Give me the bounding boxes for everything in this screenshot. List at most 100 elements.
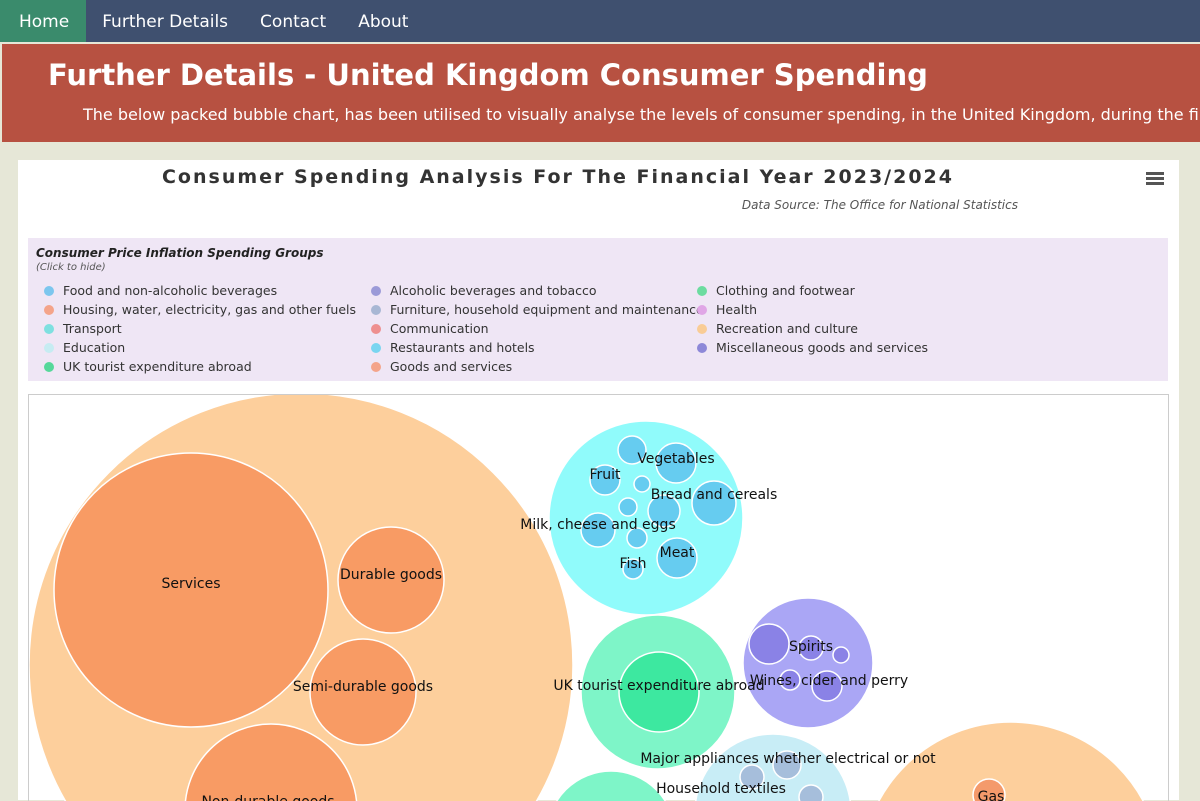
legend-hint: (Click to hide) — [36, 262, 106, 273]
bubble-label: Household textiles — [656, 781, 786, 797]
page-title: Further Details - United Kingdom Consume… — [48, 58, 928, 92]
legend-label: Restaurants and hotels — [390, 340, 535, 355]
legend-label: Education — [63, 340, 126, 355]
legend-label: Alcoholic beverages and tobacco — [390, 283, 597, 298]
bubble[interactable] — [617, 435, 647, 465]
bubble-label: UK tourist expenditure abroad — [553, 678, 764, 694]
bubble[interactable] — [748, 623, 790, 665]
legend-label: Furniture, household equipment and maint… — [390, 302, 704, 317]
legend-swatch — [697, 343, 707, 353]
legend-swatch — [371, 343, 381, 353]
bubble[interactable] — [655, 442, 697, 484]
bubble[interactable] — [811, 670, 843, 702]
legend-swatch — [44, 362, 54, 372]
bubble-label: Meat — [660, 545, 695, 561]
bubble[interactable] — [547, 770, 675, 801]
legend-swatch — [44, 286, 54, 296]
bubble[interactable] — [972, 778, 1006, 801]
bubble[interactable] — [772, 750, 802, 780]
legend-label: Goods and services — [390, 359, 513, 374]
bubble[interactable] — [618, 497, 638, 517]
legend-swatch — [44, 343, 54, 353]
legend-swatch — [44, 324, 54, 334]
legend-item[interactable]: Alcoholic beverages and tobacco — [371, 283, 597, 298]
legend-label: Recreation and culture — [716, 321, 858, 336]
chart-title: Consumer Spending Analysis For The Finan… — [161, 166, 954, 188]
legend-item[interactable]: Communication — [371, 321, 489, 336]
bubble-label: Vegetables — [637, 451, 714, 467]
bubble-label: Services — [161, 576, 220, 592]
nav-bar: Home Further Details Contact About — [0, 0, 1200, 42]
legend-label: Transport — [63, 321, 122, 336]
header: Further Details - United Kingdom Consume… — [2, 44, 1200, 142]
legend-label: Health — [716, 302, 758, 317]
legend-swatch — [44, 305, 54, 315]
bubble[interactable] — [618, 651, 700, 733]
bubble-chart: Services Durable goods Semi-durable good… — [29, 395, 1161, 801]
nav-item[interactable]: Home — [0, 0, 87, 42]
chart-menu[interactable] — [1146, 172, 1164, 186]
legend-swatch — [697, 305, 707, 315]
chart-panel: Consumer Spending Analysis For The Finan… — [18, 160, 1179, 801]
nav-item[interactable]: Further Details — [102, 12, 229, 32]
legend-item[interactable]: Furniture, household equipment and maint… — [371, 302, 704, 317]
bubble[interactable] — [739, 764, 765, 790]
bubble[interactable] — [633, 475, 651, 493]
legend-label: Communication — [390, 321, 489, 336]
bubble[interactable] — [309, 638, 417, 746]
chart-source: Data Source: The Office for National Sta… — [741, 198, 1018, 212]
bubble-label: Wines, cider and perry — [750, 673, 908, 689]
bubble[interactable] — [798, 784, 824, 801]
legend-item[interactable]: UK tourist expenditure abroad — [44, 359, 252, 374]
legend-label: Housing, water, electricity, gas and oth… — [63, 302, 356, 317]
legend-item[interactable]: Food and non-alcoholic beverages — [44, 283, 277, 298]
bubble-label: Durable goods — [340, 567, 442, 583]
legend-swatch — [697, 286, 707, 296]
bubble[interactable] — [861, 721, 1161, 801]
legend-label: Food and non-alcoholic beverages — [63, 283, 278, 298]
legend-item[interactable]: Transport — [44, 321, 122, 336]
legend-item[interactable]: Goods and services — [371, 359, 512, 374]
bubble[interactable] — [184, 723, 358, 801]
bubble[interactable] — [691, 480, 737, 526]
bubble[interactable] — [580, 512, 616, 548]
legend-label: UK tourist expenditure abroad — [63, 359, 252, 374]
bubble-label: Milk, cheese and eggs — [520, 517, 676, 533]
legend-item[interactable]: Education — [44, 340, 125, 355]
nav-item[interactable]: About — [358, 12, 409, 32]
bubble-label: Spirits — [789, 639, 833, 655]
plot-area: Services Durable goods Semi-durable good… — [28, 394, 1169, 801]
legend-item[interactable]: Miscellaneous goods and services — [697, 340, 928, 355]
bubble[interactable] — [622, 558, 644, 580]
bubble-label: Fruit — [589, 467, 621, 483]
bubble[interactable] — [798, 635, 824, 661]
legend-label: Miscellaneous goods and services — [716, 340, 929, 355]
nav-item[interactable]: Contact — [260, 12, 327, 32]
legend-item[interactable]: Restaurants and hotels — [371, 340, 535, 355]
legend-item[interactable]: Recreation and culture — [697, 321, 858, 336]
bubble[interactable] — [589, 464, 621, 496]
bubble-label: Major appliances whether electrical or n… — [640, 751, 936, 767]
legend-swatch — [371, 324, 381, 334]
legend-item[interactable]: Health — [697, 302, 757, 317]
bubble-label: Bread and cereals — [651, 487, 778, 503]
bubble[interactable] — [647, 494, 681, 528]
bubble-label: Gas — [978, 789, 1005, 801]
bubble-label: Fish — [619, 556, 646, 572]
legend-swatch — [371, 286, 381, 296]
bubble[interactable] — [626, 527, 648, 549]
legend: Consumer Price Inflation Spending Groups… — [28, 238, 1168, 381]
bubble[interactable] — [832, 646, 850, 664]
legend-swatch — [371, 362, 381, 372]
bubble[interactable] — [656, 537, 698, 579]
bubble[interactable] — [53, 452, 329, 728]
bubble-label: Semi-durable goods — [293, 679, 433, 695]
bubble[interactable] — [337, 526, 445, 634]
bubble-label: Non-durable goods — [201, 794, 334, 801]
legend-swatch — [697, 324, 707, 334]
bubble[interactable] — [779, 669, 801, 691]
legend-item[interactable]: Housing, water, electricity, gas and oth… — [44, 302, 356, 317]
legend-item[interactable]: Clothing and footwear — [697, 283, 855, 298]
legend-swatch — [371, 305, 381, 315]
